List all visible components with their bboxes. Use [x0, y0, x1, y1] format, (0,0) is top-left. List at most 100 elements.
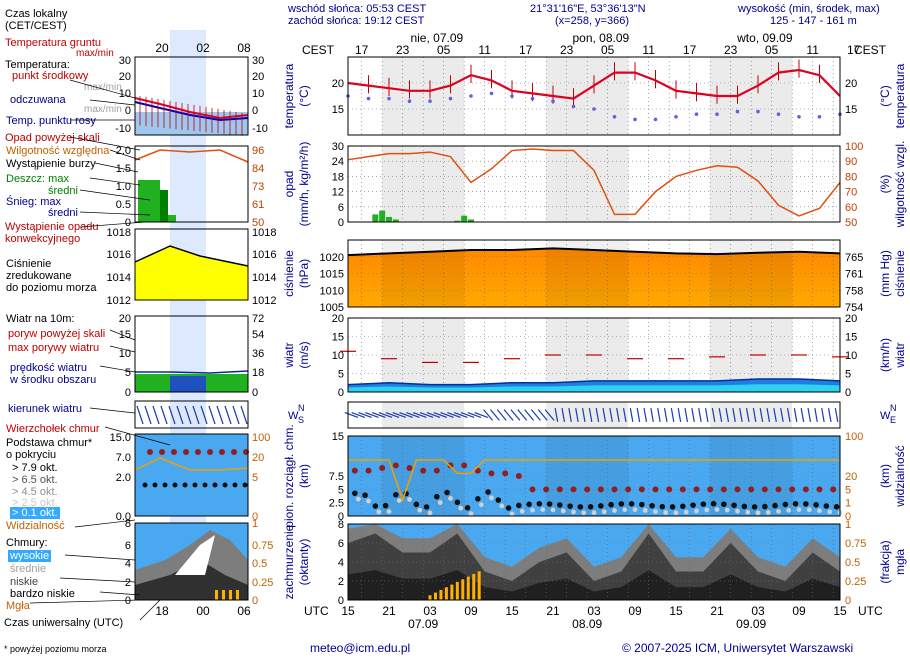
footer-email[interactable]: meteo@icm.edu.pl	[310, 641, 411, 655]
wind-direction-arrow	[433, 412, 448, 418]
dew-point-marker	[428, 99, 432, 103]
wind-temp-ytick-right: 5	[845, 369, 851, 381]
legend-leader-line	[109, 329, 136, 341]
legend-pressure-3: do poziomu morza	[6, 282, 97, 294]
visibility-tick: 5	[845, 484, 851, 496]
cloud-base-marker	[608, 501, 614, 508]
mini-wind-arrow	[192, 405, 200, 425]
wind-temp-ytick-right: 20	[845, 313, 857, 325]
cloud-base-marker-light	[776, 509, 781, 514]
axis-prec-left-unit: (mm/h, kg/m²/h)	[297, 142, 311, 227]
dew-point-marker	[797, 115, 801, 119]
legend-local-time-2: (CET/CEST)	[5, 20, 67, 32]
cloud-base-marker-light	[786, 507, 792, 513]
legend-rain-max: Deszcz: max	[6, 173, 69, 185]
cest-tick: 23	[396, 43, 410, 57]
cloud-base-marker-light	[755, 510, 761, 516]
fog-tick: 0.5	[845, 557, 860, 569]
legend-felt: odczuwana	[10, 94, 66, 106]
wind-direction-arrow	[351, 412, 366, 418]
legend-okt-2: > 6.5 okt.	[12, 474, 58, 486]
grid-label: (x=258, y=366)	[555, 15, 629, 27]
dew-point-marker	[735, 109, 740, 114]
cloud-base-marker-light	[427, 510, 433, 516]
cloud-base-marker	[700, 501, 707, 507]
wind-direction-arrow	[827, 408, 832, 422]
mini-cloud-base	[232, 482, 238, 488]
cloud-base-marker	[577, 504, 584, 510]
wind-direction-arrow	[426, 412, 441, 418]
cloud-base-marker	[649, 502, 655, 509]
mini-fog-bar	[236, 590, 239, 600]
mini-ytick-left: 10	[119, 348, 131, 360]
legend-leader-line	[64, 554, 136, 561]
cloud-top-marker	[433, 467, 440, 474]
cloud-top-marker	[488, 470, 495, 477]
wind-direction-arrow	[467, 412, 482, 418]
mini-ytick-right: 5	[252, 472, 258, 484]
mini-panel-border	[134, 400, 249, 429]
cloud-base-marker	[546, 501, 553, 507]
cloud-top-marker	[789, 486, 796, 493]
cloud-base-marker-light	[437, 500, 443, 505]
wind-ytick-left: 10	[332, 350, 344, 362]
temp-ytick-right: 20	[845, 78, 857, 90]
legend-cloud-base-2: o pokryciu	[6, 449, 57, 461]
cloud-ytick-left: 0	[338, 511, 344, 523]
wind-direction-arrow	[718, 408, 723, 422]
mini-panel-border	[134, 56, 249, 136]
visibility-line	[348, 459, 840, 503]
wind-ytick-left: 20	[332, 313, 344, 325]
legend-wind-area: w środku obszaru	[10, 374, 97, 386]
legend-ground-temp-mm: max/min	[76, 48, 114, 59]
cest-label-right: CEST	[854, 43, 887, 57]
wind-border	[347, 317, 841, 393]
cloud-base-marker-light	[519, 508, 525, 514]
dew-point-marker	[694, 112, 699, 116]
cloud-top-marker	[529, 486, 536, 493]
mini-wind-area-blue	[170, 376, 206, 392]
sunrise-label: wschód słońca: 05:53 CEST	[288, 3, 427, 15]
fog-bar	[450, 584, 454, 600]
wind-direction-arrow	[554, 408, 559, 422]
axis-pres-left-unit: (hPa)	[297, 259, 311, 288]
pres-ytick-left: 1020	[320, 252, 344, 264]
wind-direction-arrow	[684, 408, 689, 422]
mini-cloud-top	[159, 449, 165, 455]
cloud-base-marker-light	[478, 502, 484, 508]
mini-ytick-right: 100	[252, 432, 270, 444]
wind-direction-arrow	[745, 408, 750, 422]
mini-cloud-base	[152, 482, 158, 488]
axis-wind-right: wiatr	[893, 342, 907, 368]
mini-ytick-right: 20	[252, 452, 264, 464]
dew-point-marker	[715, 112, 719, 116]
legend-dew: Temp. punktu rosy	[6, 115, 96, 127]
cloud-base-marker	[372, 503, 379, 509]
wind-direction-arrow	[663, 408, 668, 422]
day-label-bottom: 08.09	[572, 617, 602, 631]
utc-tick: 09	[464, 604, 478, 618]
mini-cloud-base	[142, 482, 148, 488]
legend-high: wysokie	[8, 550, 52, 562]
cloud-base-marker	[833, 504, 840, 510]
mini-ytick-right: 18	[252, 367, 264, 379]
dir-night-0	[382, 402, 465, 428]
humidity-tick: 100	[845, 141, 863, 153]
mini-rain-max	[138, 180, 160, 222]
compass-e-right: E	[890, 415, 896, 425]
mini-ytick-right: -10	[252, 123, 268, 135]
wind-direction-arrow	[643, 408, 648, 422]
axis-pres-left: ciśnienie	[282, 250, 296, 297]
dew-point-marker	[571, 104, 576, 109]
wind-direction-arrow	[399, 412, 413, 418]
cloud-border	[347, 435, 841, 517]
fog-bar	[433, 592, 437, 600]
mini-cloud-base	[192, 482, 198, 488]
cloud-top-marker	[802, 486, 809, 493]
cloud-base-marker-light	[355, 496, 361, 502]
mini-wind-arrow	[160, 405, 168, 425]
wind-direction-arrow	[537, 409, 548, 421]
cloud-base-marker-light	[714, 507, 720, 513]
utc-tick: 09	[792, 604, 806, 618]
legend-leader-line	[139, 599, 161, 621]
